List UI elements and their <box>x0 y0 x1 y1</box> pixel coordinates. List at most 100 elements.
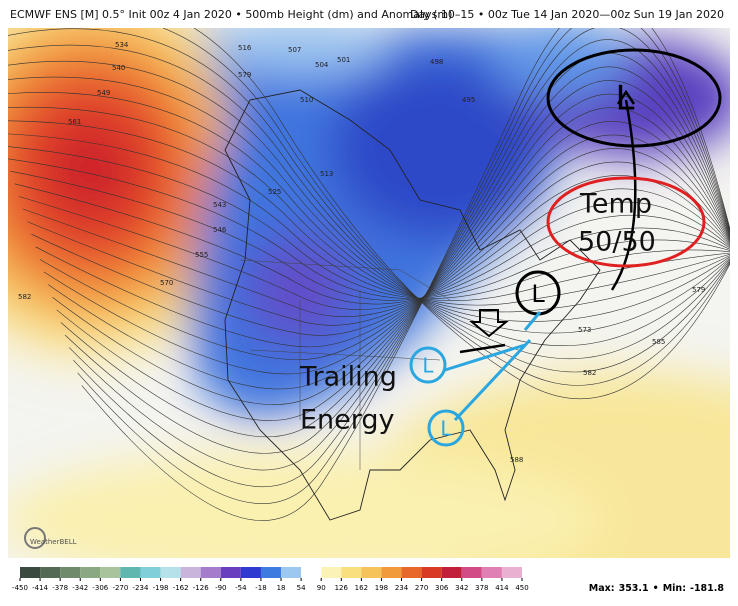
colorbar-cell <box>301 567 322 578</box>
colorbar-tick-label: 414 <box>495 584 509 592</box>
borders <box>239 259 451 470</box>
logo: WeatherBELL <box>24 527 77 549</box>
contour-label: 525 <box>268 188 281 196</box>
colorbar-cell <box>401 567 422 578</box>
colorbar-tick-label: 198 <box>375 584 388 592</box>
contour <box>8 92 730 322</box>
colorbar-cell <box>200 567 221 578</box>
contour <box>22 188 730 317</box>
temp-circle <box>546 176 706 268</box>
contour-label: 588 <box>510 456 523 464</box>
colorbar: -450 -414 -378 -342 -306 -270 -234 -198 -162 -126… <box>12 567 529 592</box>
colorbar-cell <box>260 567 282 578</box>
colorbar-cell <box>381 567 402 578</box>
low-label: L <box>422 354 434 378</box>
low-label: L <box>531 280 545 308</box>
colorbar-cell <box>421 567 442 578</box>
contour-label: 555 <box>195 251 208 259</box>
contour <box>56 80 730 421</box>
contour-lines <box>8 28 730 521</box>
colorbar-tick-label: -450 <box>12 584 28 592</box>
stats-text: Max: 353.1 • Min: -181.8 <box>589 583 725 594</box>
colorbar-cell <box>341 567 362 578</box>
contour <box>8 106 730 313</box>
contour-label: 585 <box>652 338 665 346</box>
low-labels: L L L L <box>422 79 634 441</box>
contour <box>68 39 730 471</box>
colorbar-cell <box>80 567 101 578</box>
contour <box>8 146 730 299</box>
contour <box>73 28 730 488</box>
contour-label: 498 <box>430 58 443 66</box>
colorbar-cell <box>240 567 261 578</box>
colorbar-cell <box>441 567 462 578</box>
colorbar-cell <box>60 567 81 578</box>
coastline <box>224 89 601 521</box>
contour-label: 579 <box>692 286 705 294</box>
colorbar-tick-label: 54 <box>297 584 306 592</box>
contour-label: 570 <box>160 279 173 287</box>
colorbar-tick-label: 342 <box>455 584 468 592</box>
stats: Max: 353.1 • Min: -181.8 <box>589 583 725 594</box>
colorbar-tick-label: 306 <box>435 584 449 592</box>
annotation-trailing: Trailing <box>299 362 397 393</box>
low-circle <box>409 346 447 384</box>
contour <box>81 28 730 521</box>
contour-label: 573 <box>578 326 591 334</box>
contour-labels: 534 540 549 561 582 570 555 546 543 525 516 507 504 5… <box>18 41 705 464</box>
contour-label: 501 <box>337 56 350 64</box>
contour-label: 504 <box>315 61 329 69</box>
contour <box>77 28 730 504</box>
contour-label: 534 <box>115 41 129 49</box>
colorbar-cell <box>140 567 161 578</box>
colorbar-cell <box>501 567 522 578</box>
contour <box>52 93 730 405</box>
contour-label: 546 <box>213 226 227 234</box>
colorbar-tick-label: -342 <box>72 584 88 592</box>
colorbar-tick-label: -198 <box>153 584 169 592</box>
colorbar-tick-label: -90 <box>215 584 226 592</box>
colorbar-cell <box>180 567 201 578</box>
contour <box>60 66 730 438</box>
colorbar-cell <box>361 567 382 578</box>
track-arrow <box>610 99 637 291</box>
contour-label: 513 <box>320 170 333 178</box>
contour-label: 582 <box>18 293 31 301</box>
contour <box>14 183 730 305</box>
contour-label: 582 <box>583 369 596 377</box>
logo-text: WeatherBELL <box>30 538 77 546</box>
colorbar-tick-label: 234 <box>395 584 409 592</box>
stat-min-label: Min: <box>663 583 686 594</box>
contour <box>10 170 730 301</box>
stat-min: -181.8 <box>690 583 724 594</box>
stat-max: 353.1 <box>619 583 649 594</box>
contour-label: 543 <box>213 201 226 209</box>
contour <box>162 28 730 386</box>
colorbar-tick-label: -234 <box>133 584 149 592</box>
arrow-head <box>616 89 636 105</box>
low-circle <box>427 409 465 447</box>
contour-label: 579 <box>238 71 251 79</box>
energy-arrows <box>444 311 542 422</box>
annotation-temp-odds: 50/50 <box>578 227 656 258</box>
contour-label: 540 <box>112 64 125 72</box>
colorbar-tick-label: -18 <box>255 584 266 592</box>
colorbar-cell <box>160 567 181 578</box>
contour <box>35 148 730 348</box>
colorbar-cell <box>120 567 141 578</box>
annotation-temp: Temp <box>579 189 652 220</box>
colorbar-tick-label: 18 <box>277 584 286 592</box>
contour <box>8 120 730 306</box>
contour-label: 561 <box>68 118 81 126</box>
down-arrow <box>469 309 509 338</box>
colorbar-tick-label: -270 <box>112 584 128 592</box>
colorbar-tick-label: 270 <box>415 584 428 592</box>
annotation-energy: Energy <box>300 405 395 436</box>
stat-max-label: Max: <box>589 583 615 594</box>
colorbar-tick-label: -306 <box>92 584 108 592</box>
contour-label: 549 <box>97 89 110 97</box>
colorbar-tick-label: 378 <box>475 584 488 592</box>
low-label: L <box>440 417 452 441</box>
colorbar-cell <box>20 567 41 578</box>
